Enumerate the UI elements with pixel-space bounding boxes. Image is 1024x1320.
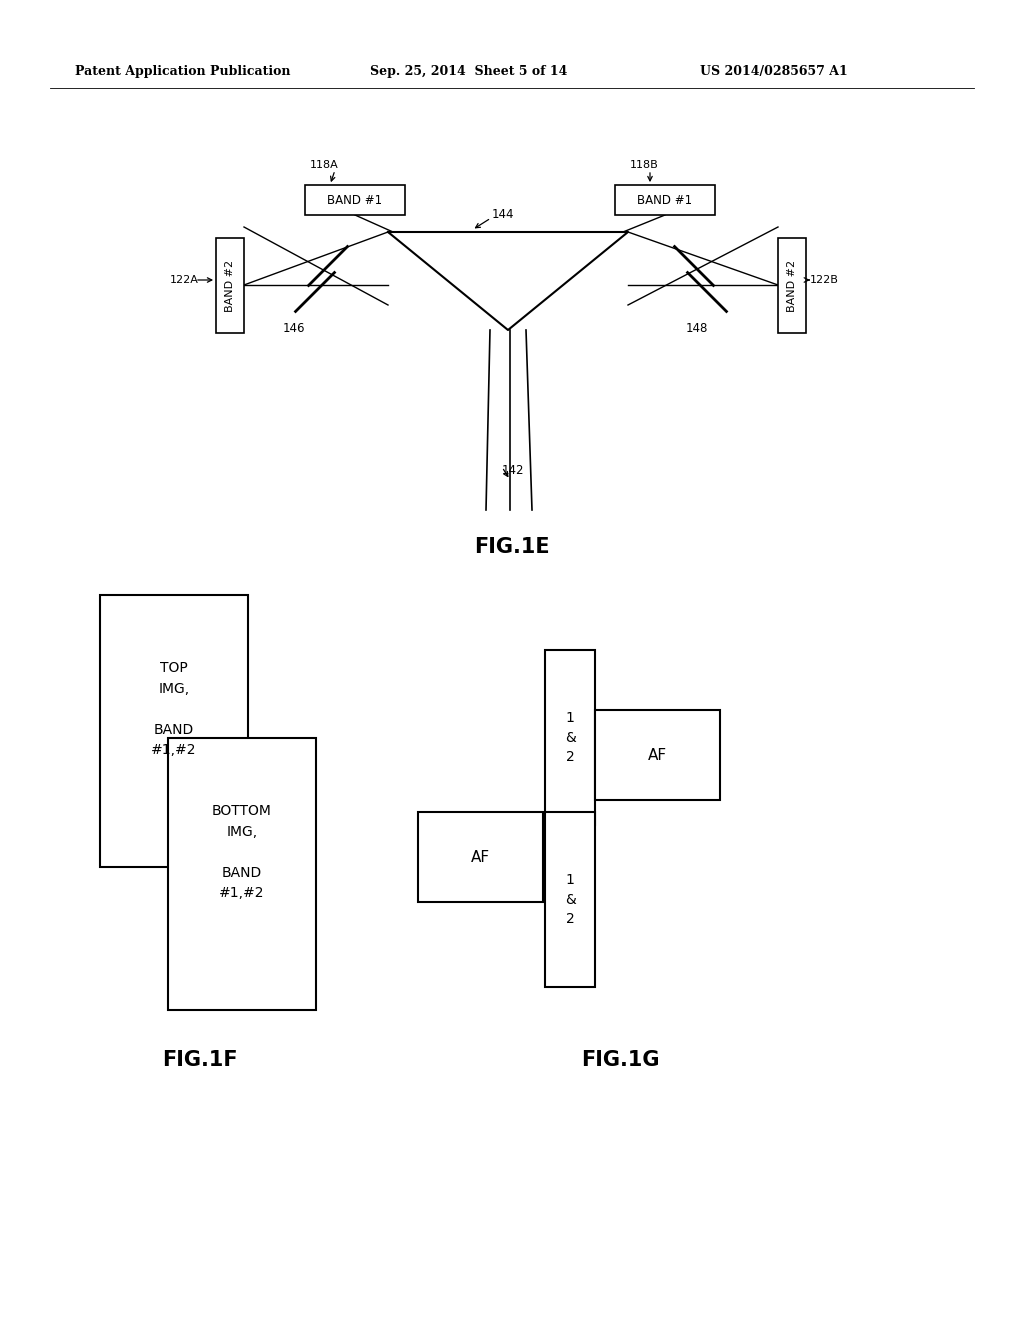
Text: FIG.1G: FIG.1G	[581, 1049, 659, 1071]
Bar	[545, 812, 595, 987]
Text: 142: 142	[502, 463, 524, 477]
Bar	[168, 738, 316, 1010]
Text: Sep. 25, 2014  Sheet 5 of 14: Sep. 25, 2014 Sheet 5 of 14	[370, 66, 567, 78]
Text: 146: 146	[283, 322, 305, 334]
Text: Patent Application Publication: Patent Application Publication	[75, 66, 291, 78]
Bar	[216, 238, 244, 333]
Bar	[100, 595, 248, 867]
Text: TOP
IMG,

BAND
#1,#2: TOP IMG, BAND #1,#2	[152, 661, 197, 758]
Text: US 2014/0285657 A1: US 2014/0285657 A1	[700, 66, 848, 78]
Text: 122A: 122A	[170, 275, 199, 285]
Bar	[305, 185, 406, 215]
Text: 122B: 122B	[810, 275, 839, 285]
Text: 118B: 118B	[630, 160, 658, 170]
Text: AF: AF	[648, 747, 667, 763]
Bar	[418, 812, 543, 902]
Text: BOTTOM
IMG,

BAND
#1,#2: BOTTOM IMG, BAND #1,#2	[212, 804, 272, 900]
Bar	[545, 649, 595, 825]
Text: BAND #2: BAND #2	[787, 260, 797, 312]
Text: FIG.1F: FIG.1F	[162, 1049, 238, 1071]
Text: BAND #1: BAND #1	[637, 194, 692, 206]
Text: BAND #1: BAND #1	[328, 194, 383, 206]
Text: 118A: 118A	[310, 160, 339, 170]
Text: 144: 144	[492, 209, 514, 222]
Text: 148: 148	[686, 322, 709, 334]
Text: BAND #2: BAND #2	[225, 260, 234, 312]
Text: FIG.1E: FIG.1E	[474, 537, 550, 557]
Text: 1
&
2: 1 & 2	[564, 873, 575, 927]
Bar	[595, 710, 720, 800]
Bar	[778, 238, 806, 333]
Bar	[615, 185, 715, 215]
Text: 1
&
2: 1 & 2	[564, 711, 575, 764]
Text: AF: AF	[471, 850, 490, 865]
